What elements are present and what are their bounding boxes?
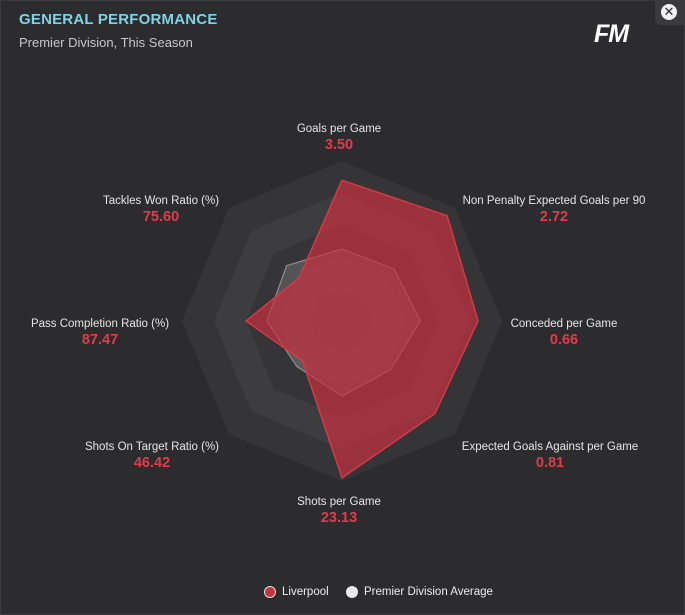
axis-label: Pass Completion Ratio (%) [31, 318, 169, 330]
series-liverpool [244, 179, 479, 479]
axis-value: 2.72 [540, 209, 568, 225]
legend-marker-average [346, 586, 358, 598]
close-button[interactable]: ✕ [655, 0, 685, 25]
panel-subtitle: Premier Division, This Season [19, 35, 193, 50]
axis-label: Non Penalty Expected Goals per 90 [463, 195, 646, 207]
axis-value: 23.13 [321, 510, 357, 526]
radar-series [244, 179, 479, 479]
axis-label: Expected Goals Against per Game [462, 441, 638, 453]
axis-label: Conceded per Game [511, 318, 618, 330]
chart-legend: Liverpool Premier Division Average [0, 585, 685, 601]
radar-chart: Goals per Game 3.50 Non Penalty Expected G… [31, 123, 645, 526]
legend-marker-liverpool [264, 586, 276, 598]
close-icon: ✕ [661, 4, 677, 20]
fm-logo: FM [594, 20, 629, 48]
axis-label: Shots per Game [297, 496, 381, 508]
axis-label: Tackles Won Ratio (%) [103, 195, 219, 207]
axis-value: 87.47 [82, 332, 118, 348]
legend-label: Premier Division Average [364, 586, 493, 598]
axis-value: 0.81 [536, 455, 564, 471]
axis-value: 46.42 [134, 455, 170, 471]
legend-label: Liverpool [282, 586, 329, 598]
axis-value: 3.50 [325, 137, 353, 153]
axis-value: 75.60 [143, 209, 179, 225]
axis-value: 0.66 [550, 332, 578, 348]
axis-label: Shots On Target Ratio (%) [85, 441, 219, 453]
panel-title: GENERAL PERFORMANCE [19, 11, 218, 28]
axis-label: Goals per Game [297, 123, 381, 135]
radar-axis-labels: Goals per Game 3.50 Non Penalty Expected G… [31, 123, 645, 526]
